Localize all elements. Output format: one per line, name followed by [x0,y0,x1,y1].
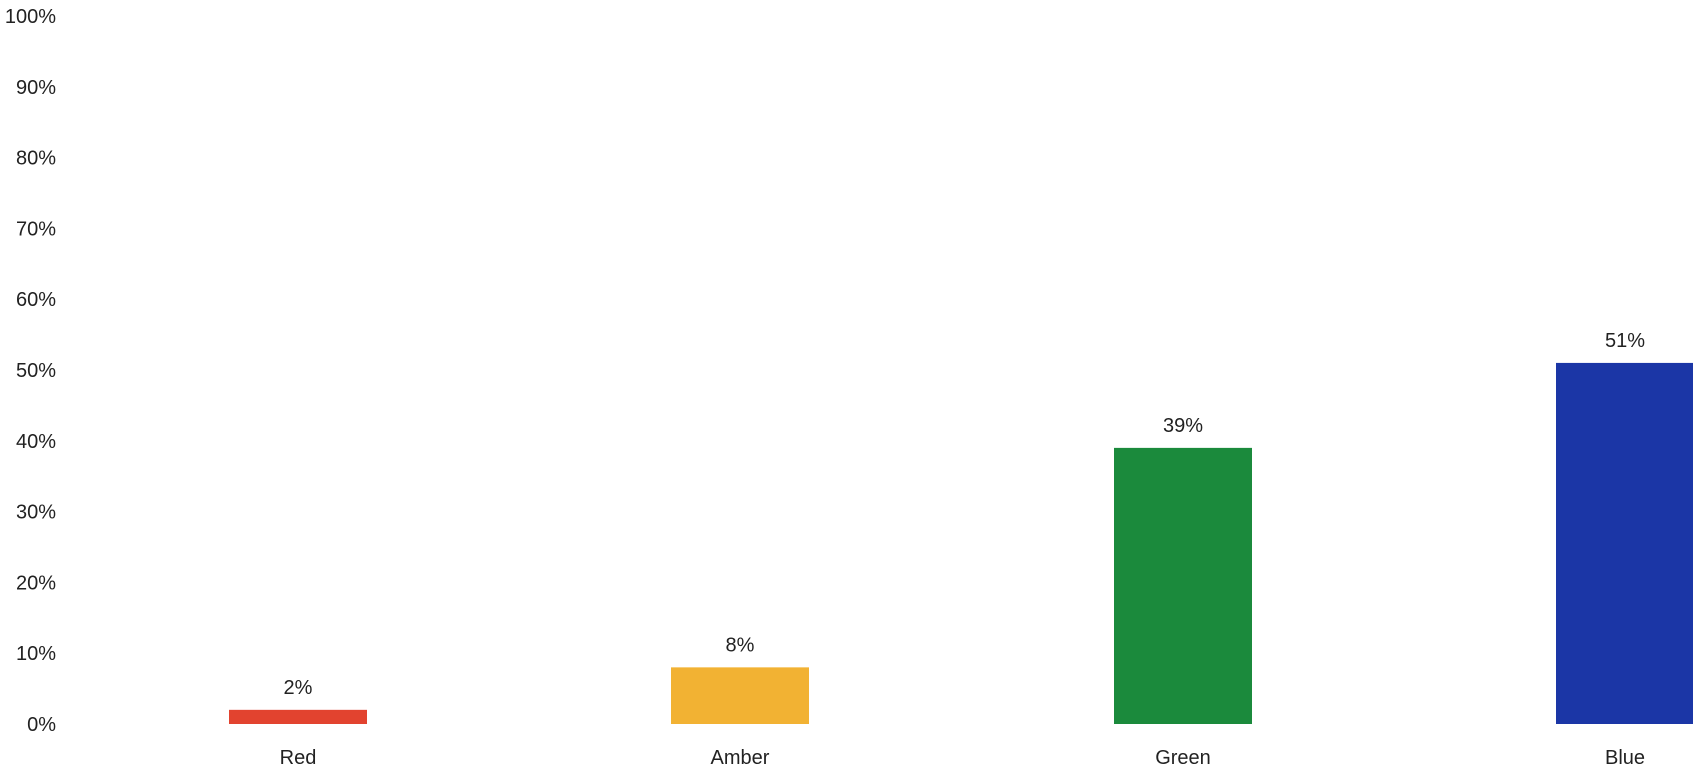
y-tick-label: 100% [5,6,56,28]
y-tick-label: 0% [27,714,56,736]
data-label-blue: 51% [1605,330,1645,352]
bar-amber [671,667,809,724]
x-axis: Red Amber Green Blue [280,747,1645,769]
data-label-amber: 8% [726,634,755,656]
x-tick-label-amber: Amber [711,747,770,769]
y-tick-label: 90% [16,77,56,99]
x-tick-label-blue: Blue [1605,747,1645,769]
y-tick-label: 80% [16,148,56,170]
bar-red [229,709,367,724]
y-tick-label: 50% [16,360,56,382]
x-tick-label-green: Green [1155,747,1211,769]
x-tick-label-red: Red [280,747,317,769]
bar-blue [1556,362,1693,724]
y-axis: 0% 10% 20% 30% 40% 50% 60% 70% 80% 90% 100% [5,6,56,736]
y-tick-label: 60% [16,289,56,311]
y-tick-label: 30% [16,502,56,524]
data-label-red: 2% [284,677,313,699]
data-label-green: 39% [1163,415,1203,437]
y-tick-label: 40% [16,431,56,453]
bars [229,362,1693,724]
y-tick-label: 70% [16,218,56,240]
bar-green [1114,447,1252,724]
y-tick-label: 10% [16,643,56,665]
data-labels: 2% 8% 39% 51% [284,330,1646,699]
y-tick-label: 20% [16,572,56,594]
